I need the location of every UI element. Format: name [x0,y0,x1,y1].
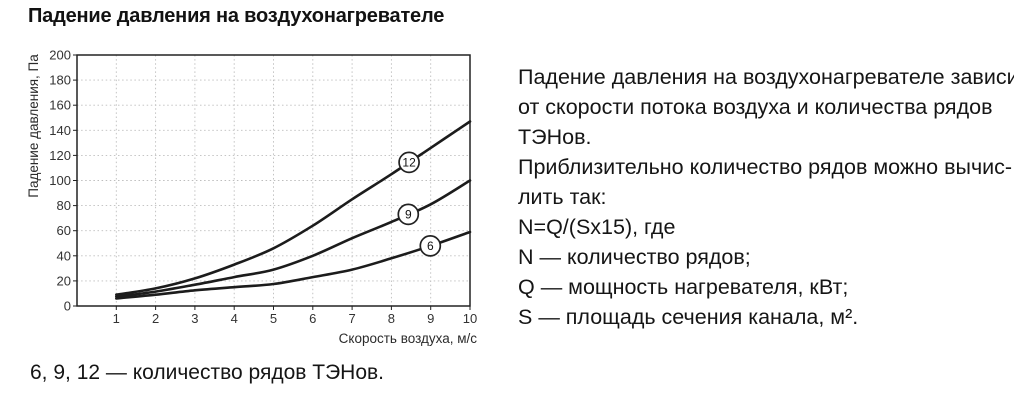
text-line: лить так: [518,185,607,209]
text-line: N=Q/(Sx15), где [518,215,676,239]
curve-label-9: 9 [405,208,412,222]
text-line: от скорости потока воздуха и количества … [518,95,993,119]
y-tick-label: 200 [49,48,71,63]
y-tick-label: 80 [57,198,71,213]
y-tick-label: 140 [49,123,71,138]
y-tick-label: 100 [49,173,71,188]
x-tick-label: 1 [113,311,120,326]
y-tick-label: 0 [64,299,71,314]
y-tick-label: 40 [57,248,71,263]
x-tick-label: 3 [191,311,198,326]
pressure-drop-chart: 1 2 3 4 5 6 7 8 9 1002040608010012014016018020012… [26,48,478,347]
curve-label-circle-6 [419,235,442,257]
y-tick-label: 120 [49,148,71,163]
text-line: N — количество рядов; [518,245,751,269]
curve-label-6: 6 [427,239,434,253]
curve-6 [115,230,472,300]
x-tick-label: 8 [388,311,395,326]
description-text: Падение давления на воздухонагревателе з… [518,62,1014,332]
plot-area: 1 2 3 4 5 6 7 8 9 1002040608010012014016018020012… [49,48,477,327]
x-axis-label: Скорость воздуха, м/с [339,331,478,346]
y-tick-label: 20 [57,273,71,288]
text-line: Q — мощность нагревателя, кВт; [518,275,849,299]
y-axis-label: Падение давления, Па [26,54,41,198]
curve-label-circle-12 [398,151,420,174]
x-tick-label: 4 [231,311,238,326]
x-tick-label: 9 [427,311,434,326]
page-title: Падение давления на воздухонагревателе [28,5,445,27]
legend-caption: 6, 9, 12 — количество рядов ТЭНов. [30,361,385,384]
x-tick-label: 10 [463,311,477,326]
text-line: S — площадь сечения канала, м². [518,305,859,329]
x-tick-label: 5 [270,311,277,326]
y-tick-label: 180 [49,73,71,88]
curve-label-circle-9 [397,203,420,226]
text-line: Падение давления на воздухонагревателе з… [518,65,1014,89]
curve-label-12: 12 [402,156,416,170]
text-line: Приблизительно количество рядов можно вы… [518,155,1013,179]
y-tick-label: 160 [49,98,71,113]
x-tick-label: 2 [152,311,159,326]
x-tick-label: 7 [348,311,355,326]
y-tick-label: 60 [57,223,71,238]
x-tick-label: 6 [309,311,316,326]
text-line: ТЭНов. [518,125,592,149]
